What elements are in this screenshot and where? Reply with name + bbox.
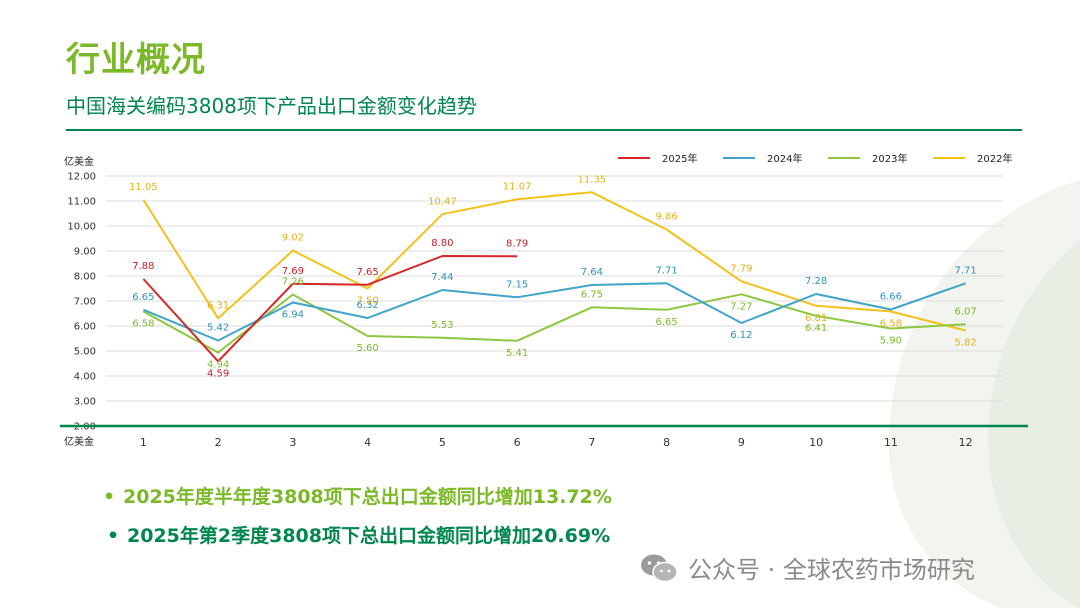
data-label: 9.02 [282,233,304,244]
data-label: 7.28 [805,276,827,287]
x-tick-label: 4 [364,436,371,449]
data-label: 7.44 [431,272,453,283]
watermark-text: 公众号 · 全球农药市场研究 [688,556,975,584]
title-divider [66,129,1022,131]
data-label: 7.65 [356,267,378,278]
bullet-dot: • [107,525,120,547]
page-title: 行业概况 [66,40,206,80]
bullet-text: 2025年度半年度3808项下总出口金额同比增加13.72% [123,486,612,508]
data-label: 11.07 [503,181,532,192]
wechat-icon [641,554,678,582]
summary-bullet-q2: • 2025年第2季度3808项下总出口金额同比增加20.69% [107,521,610,548]
data-label: 6.12 [730,330,752,341]
x-tick-label: 12 [959,436,973,449]
data-label: 4.59 [207,368,229,379]
y-tick-label: 6.00 [74,322,96,333]
data-label: 5.42 [207,323,229,334]
y-tick-label: 12.00 [67,172,96,183]
data-label: 6.58 [880,319,902,330]
data-label: 6.75 [581,289,603,300]
x-tick-label: 1 [140,436,147,449]
background-leaf-shape [888,180,1080,608]
data-label: 7.50 [356,296,378,307]
data-label: 7.79 [730,263,752,274]
legend-label: 2024年 [767,152,802,165]
y-tick-label: 8.00 [74,272,96,283]
data-label: 5.53 [431,320,453,331]
data-label: 4.94 [207,360,229,371]
data-label: 7.26 [282,277,304,288]
y-tick-label: 3.00 [74,397,96,408]
data-label: 6.58 [132,319,154,330]
data-label: 6.65 [655,317,677,328]
x-tick-label: 3 [289,436,296,449]
summary-bullet-half-year: • 2025年度半年度3808项下总出口金额同比增加13.72% [103,482,612,509]
y-tick-label: 4.00 [74,372,96,383]
data-label: 6.94 [282,310,304,321]
series-line [142,191,966,332]
bullet-dot: • [103,486,116,508]
data-label: 5.41 [506,348,528,359]
x-tick-label: 2 [215,436,222,449]
data-label: 5.90 [880,336,902,347]
series-line [142,293,966,354]
x-tick-label: 9 [738,436,745,449]
y-tick-label: 7.00 [74,297,96,308]
data-label: 7.88 [132,261,154,272]
data-label: 10.47 [428,196,457,207]
data-label: 7.64 [581,267,603,278]
x-tick-label: 10 [809,436,823,449]
data-label: 7.69 [282,266,304,277]
data-label: 7.71 [655,265,677,276]
y-axis-title: 亿美金 [64,155,94,168]
x-tick-label: 11 [884,436,898,449]
y-tick-label: 11.00 [67,197,96,208]
legend-label: 2023年 [872,152,907,165]
data-label: 6.07 [954,306,976,317]
page-subtitle: 中国海关编码3808项下产品出口金额变化趋势 [66,94,477,118]
x-axis-title: 亿美金 [64,435,94,448]
x-tick-label: 6 [514,436,521,449]
data-label: 11.35 [578,174,607,185]
series-line [142,255,518,363]
data-label: 8.79 [506,238,528,249]
y-tick-label: 5.00 [74,347,96,358]
export-trend-line-chart: 2.003.004.005.006.007.008.009.0010.0011.… [60,152,1028,449]
y-tick-label: 10.00 [67,222,96,233]
y-tick-label: 9.00 [74,247,96,258]
data-label: 5.82 [954,338,976,349]
data-label: 11.05 [129,182,158,193]
data-label: 9.86 [655,212,677,223]
data-label: 5.60 [356,343,378,354]
data-label: 7.15 [506,279,528,290]
data-label: 8.80 [431,238,453,249]
x-tick-label: 8 [663,436,670,449]
x-tick-label: 5 [439,436,446,449]
x-tick-label: 7 [588,436,595,449]
data-label: 6.66 [880,292,902,303]
legend-label: 2022年 [977,152,1012,165]
data-label: 6.81 [805,313,827,324]
data-label: 7.27 [730,301,752,312]
data-label: 6.65 [132,292,154,303]
watermark: 公众号 · 全球农药市场研究 [640,550,975,585]
series-line [143,282,966,342]
data-label: 6.31 [207,300,229,311]
data-label: 6.32 [356,300,378,311]
bullet-text: 2025年第2季度3808项下总出口金额同比增加20.69% [127,525,611,547]
data-label: 7.71 [954,265,976,276]
legend-label: 2025年 [662,152,697,165]
data-label: 6.41 [805,323,827,334]
